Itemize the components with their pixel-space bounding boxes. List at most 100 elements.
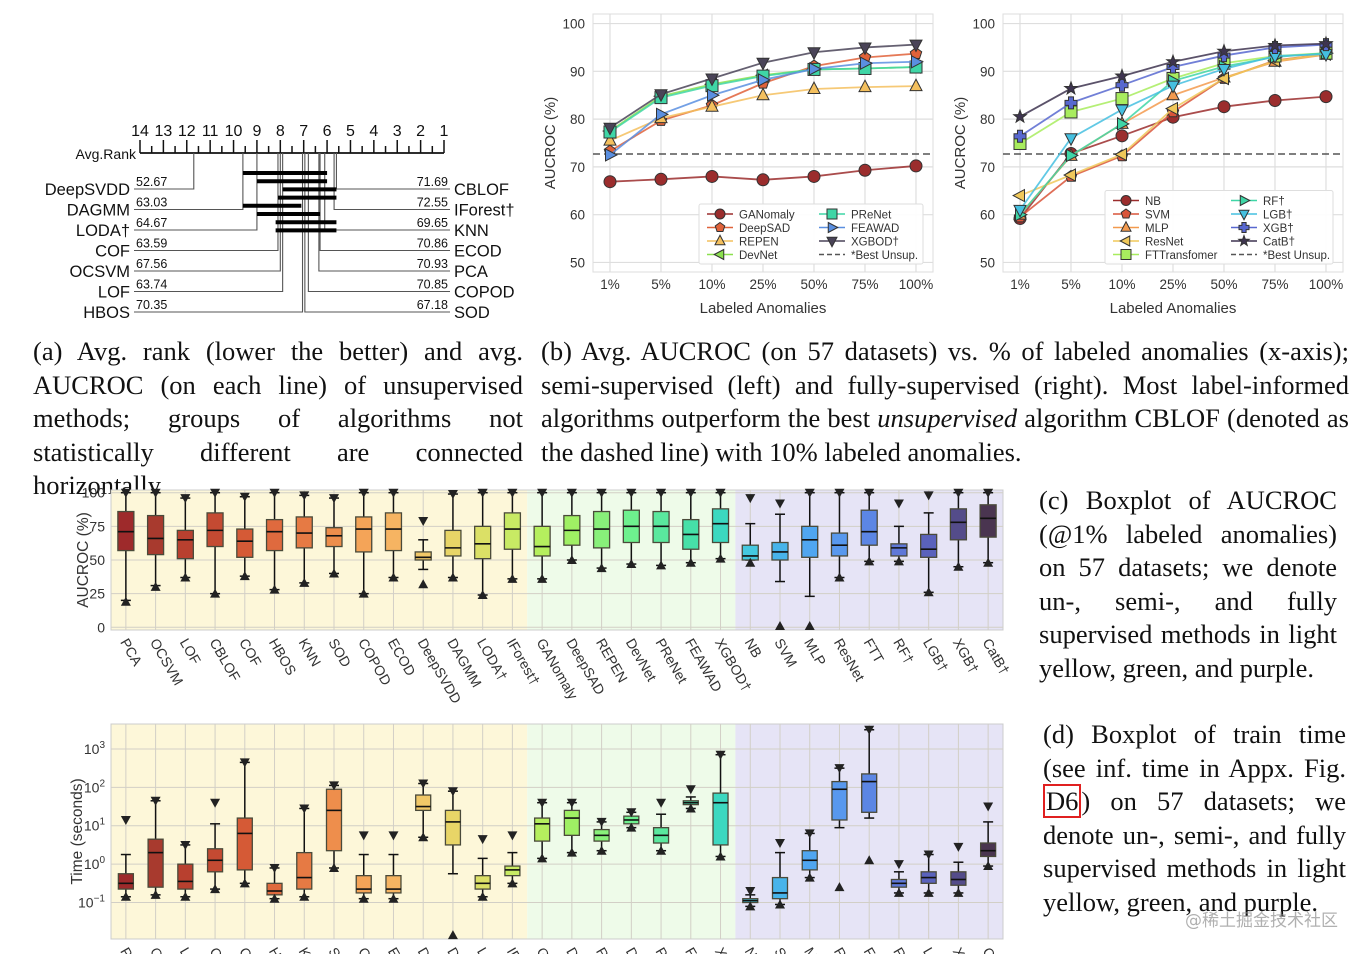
box-cblof: [206, 798, 224, 894]
data-point: [1063, 80, 1079, 96]
box-iqr: [831, 780, 848, 821]
box-iqr: [712, 792, 729, 846]
max-marker: [537, 488, 548, 498]
data-point: [603, 122, 617, 136]
x-tick-label: 10%: [698, 277, 725, 292]
data-point: [1267, 37, 1283, 53]
box-iqr: [979, 504, 997, 538]
x-tick-label: KNN: [296, 636, 325, 670]
legend-label: DevNet: [739, 250, 778, 262]
box-iqr: [890, 543, 908, 557]
box-xgb: [950, 842, 967, 897]
box-iqr: [146, 514, 165, 556]
axis-label: Avg.Rank: [76, 146, 137, 162]
min-marker: [923, 887, 934, 897]
data-point: [1165, 53, 1181, 69]
box-hbos: [265, 488, 284, 594]
min-marker: [120, 891, 131, 901]
legend-label: MLP: [1145, 223, 1169, 235]
box-dagmm: [444, 490, 462, 582]
legend-label: CatB†: [1263, 237, 1295, 249]
box-catb: [979, 802, 997, 871]
legend-item-nb: NB: [1113, 195, 1161, 208]
box-svm: [771, 839, 789, 909]
legend-label: REPEN: [739, 237, 779, 249]
box-catb: [979, 488, 997, 567]
box-iqr: [385, 875, 402, 894]
box-rf: [890, 499, 908, 566]
line-chart-semi-supervised: 50 60 70 80 90 100 1% 5% 10% 25% 50% 75% 100% Labeled…: [542, 13, 934, 317]
box-iqr: [296, 851, 313, 890]
auc-value: 63.74: [136, 278, 167, 292]
auc-value: 71.69: [417, 175, 448, 189]
data-point: [1012, 188, 1025, 203]
legend-label: LGB†: [1263, 210, 1292, 222]
method-label: PCA: [454, 263, 488, 281]
min-marker: [477, 590, 488, 599]
x-tick-label: MLP: [801, 636, 829, 669]
box-iqr: [920, 533, 938, 558]
data-point: [705, 98, 719, 112]
x-tick-label: SVM: [771, 945, 800, 954]
data-point: [909, 39, 923, 53]
y-tick-label: 70: [570, 160, 585, 175]
max-marker: [775, 499, 785, 509]
max-marker: [239, 492, 250, 502]
auc-value: 70.85: [417, 278, 448, 292]
min-marker: [775, 899, 785, 909]
x-tick-label: 1%: [1010, 277, 1030, 292]
x-tick-label: LGB†: [920, 636, 952, 675]
box-ganomaly: [533, 798, 551, 863]
legend-marker: [713, 248, 725, 261]
data-point: [1319, 90, 1333, 104]
x-tick-label: 50%: [800, 277, 827, 292]
legend-item--best-unsup: *Best Unsup.: [1231, 250, 1330, 262]
data-point: [1217, 63, 1231, 77]
max-marker: [953, 842, 964, 852]
x-tick-label: HBOS: [266, 636, 300, 678]
method-label: CBLOF: [454, 181, 509, 199]
max-marker: [447, 787, 458, 797]
min-marker: [656, 845, 667, 855]
rank-tick-label: 11: [202, 123, 219, 140]
cd-method-loda: LODA† 64.67: [76, 153, 258, 240]
box-ocsvm: [146, 488, 165, 591]
cd-connector: [134, 153, 304, 313]
min-marker: [269, 584, 280, 594]
series-lgb: [1013, 49, 1333, 218]
rank-tick-label: 10: [225, 123, 243, 140]
legend-label: XGBOD†: [851, 237, 899, 249]
min-marker: [537, 573, 548, 583]
max-marker: [745, 494, 756, 504]
data-point: [756, 57, 770, 71]
max-marker: [864, 488, 875, 498]
cd-connector: [319, 153, 450, 252]
caption-d-text: (d) Boxplot of train time (see inf. time…: [1043, 719, 1346, 783]
auc-value: 69.65: [417, 216, 448, 230]
max-marker: [834, 488, 845, 498]
box-ftt: [861, 725, 878, 865]
min-marker: [447, 572, 458, 582]
box-iqr: [266, 882, 283, 896]
data-point: [1115, 78, 1129, 92]
min-marker: [537, 853, 548, 863]
box-cblof: [206, 488, 224, 598]
max-marker: [210, 798, 221, 808]
x-tick-label: COF: [236, 945, 265, 954]
max-marker: [983, 802, 994, 812]
figure-reference-link[interactable]: D6: [1043, 784, 1082, 818]
data-point: [1115, 129, 1129, 143]
min-marker: [447, 930, 458, 940]
legend-item-svm: SVM: [1113, 208, 1170, 222]
auc-value: 67.18: [417, 298, 448, 312]
legend-label: XGB†: [1263, 223, 1294, 235]
min-marker: [210, 588, 221, 598]
box-feawad: [682, 785, 699, 813]
min-marker: [566, 555, 577, 564]
min-marker: [566, 847, 577, 857]
rank-tick-label: 12: [178, 123, 196, 140]
y-tick-label: 60: [570, 208, 585, 223]
min-marker: [893, 556, 904, 566]
